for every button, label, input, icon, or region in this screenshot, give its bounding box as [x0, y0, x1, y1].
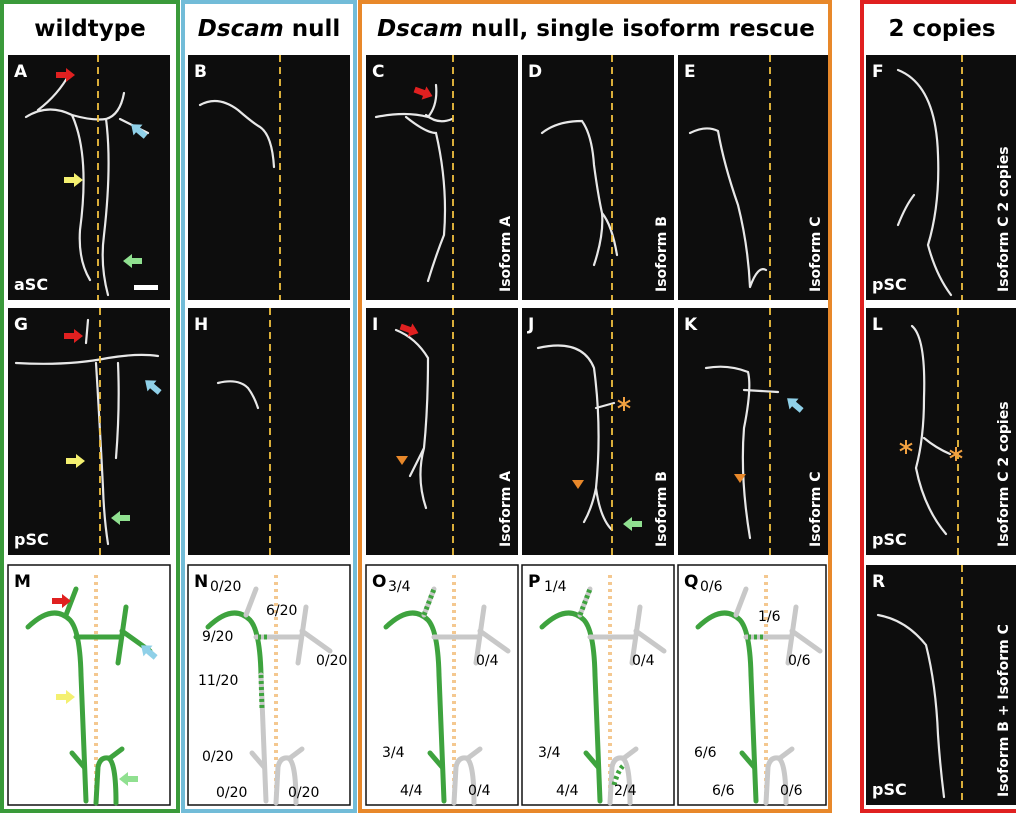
- panel-background: [866, 55, 1016, 300]
- panel-background: [8, 308, 170, 555]
- panel-letter: E: [684, 62, 696, 82]
- fraction: 6/6: [712, 783, 735, 799]
- panel-letter: C: [372, 62, 384, 82]
- panel-label: pSC: [872, 530, 907, 549]
- panel-label: pSC: [872, 780, 907, 799]
- fraction: 0/4: [468, 783, 491, 799]
- schematic-box: [8, 565, 170, 805]
- panel-letter: R: [872, 572, 885, 592]
- panel-background: [366, 308, 518, 555]
- side-label: Isoform A: [498, 216, 514, 292]
- fraction: 4/4: [556, 783, 579, 799]
- panel-letter: P: [528, 572, 540, 592]
- panel-letter: B: [194, 62, 207, 82]
- panel-label: pSC: [872, 275, 907, 294]
- header-rest: null: [284, 16, 341, 42]
- panel-letter: M: [14, 572, 31, 592]
- micrograph-panel: FpSC Isoform C 2 copies: [866, 55, 1016, 300]
- side-label: Isoform B + Isoform C: [996, 624, 1012, 797]
- panel-letter: N: [194, 572, 208, 592]
- panel-background: [366, 55, 518, 300]
- fraction: 0/20: [288, 785, 319, 801]
- panel-letter: O: [372, 572, 386, 592]
- gene: Dscam: [377, 16, 463, 42]
- side-label: Isoform B: [654, 216, 670, 292]
- fraction: 0/6: [788, 653, 811, 669]
- fraction: 11/20: [198, 673, 238, 689]
- micrograph-panel: B: [188, 55, 350, 300]
- panel-letter: F: [872, 62, 884, 82]
- fraction: 0/4: [476, 653, 499, 669]
- fraction: 6/6: [694, 745, 717, 761]
- panel-background: [678, 55, 828, 300]
- panel-letter: L: [872, 315, 883, 335]
- side-label: Isoform C 2 copies: [996, 401, 1012, 547]
- micrograph-panel: J Isoform B: [522, 308, 674, 555]
- figure: wildtype Dscam null Dscam null, single i…: [0, 0, 1016, 813]
- fraction: 9/20: [202, 629, 233, 645]
- fraction: 3/4: [538, 745, 561, 761]
- fraction: 3/4: [382, 745, 405, 761]
- fraction: 2/4: [614, 783, 637, 799]
- fraction: 0/4: [632, 653, 655, 669]
- micrograph-panel: E Isoform C: [678, 55, 828, 300]
- panel-background: [8, 55, 170, 300]
- fraction: 3/4: [388, 579, 411, 595]
- panel-letter: G: [14, 315, 28, 335]
- scale-bar: [134, 285, 158, 290]
- fraction: 4/4: [400, 783, 423, 799]
- fraction: 0/20: [202, 749, 233, 765]
- panel-background: [188, 55, 350, 300]
- gene: Dscam: [198, 16, 284, 42]
- panel-background: [522, 55, 674, 300]
- fraction: 1/6: [758, 609, 781, 625]
- fraction: 0/6: [700, 579, 723, 595]
- header-rest: null, single isoform rescue: [463, 16, 815, 42]
- panel-background: [678, 308, 828, 555]
- header: Dscam null: [198, 16, 340, 42]
- side-label: Isoform C: [808, 471, 824, 547]
- fraction: 0/20: [216, 785, 247, 801]
- micrograph-panel: AaSC: [8, 55, 170, 300]
- schematic-panel: Q0/61/60/66/66/60/6: [678, 565, 826, 805]
- panel-letter: I: [372, 315, 378, 335]
- panel-label: pSC: [14, 530, 49, 549]
- micrograph-panel: C Isoform A: [366, 55, 518, 300]
- side-label: Isoform B: [654, 471, 670, 547]
- micrograph-panel: I Isoform A: [366, 308, 518, 555]
- header: 2 copies: [888, 16, 995, 42]
- panel-letter: J: [527, 315, 534, 335]
- schematic-panel: M: [8, 565, 170, 805]
- panel-label: aSC: [14, 275, 48, 294]
- panel-letter: Q: [684, 572, 698, 592]
- panel-letter: A: [14, 62, 28, 82]
- panel-letter: K: [684, 315, 698, 335]
- fraction: 6/20: [266, 603, 297, 619]
- micrograph-panel: D Isoform B: [522, 55, 674, 300]
- panel-background: [866, 308, 1016, 555]
- header: wildtype: [34, 16, 146, 42]
- side-label: Isoform C: [808, 216, 824, 292]
- header: Dscam null, single isoform rescue: [377, 16, 815, 42]
- panel-background: [188, 308, 350, 555]
- micrograph-panel: LpSC Isoform C 2 copies: [866, 308, 1016, 555]
- side-label: Isoform C 2 copies: [996, 146, 1012, 292]
- fraction: 1/4: [544, 579, 567, 595]
- fraction: 0/6: [780, 783, 803, 799]
- fraction: 0/20: [210, 579, 241, 595]
- side-label: Isoform A: [498, 471, 514, 547]
- panel-letter: D: [528, 62, 542, 82]
- micrograph-panel: K Isoform C: [678, 308, 828, 555]
- panel-letter: H: [194, 315, 208, 335]
- fraction: 0/20: [316, 653, 347, 669]
- schematic-panel: N0/206/209/200/2011/200/200/200/20: [188, 565, 350, 805]
- micrograph-panel: H: [188, 308, 350, 555]
